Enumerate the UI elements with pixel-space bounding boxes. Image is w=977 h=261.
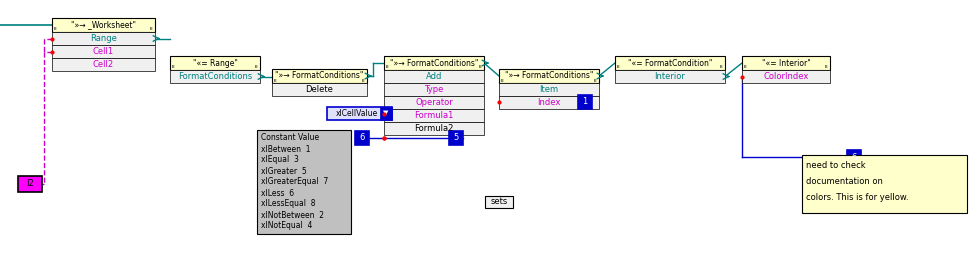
Text: xlBetween  1: xlBetween 1 bbox=[261, 145, 311, 153]
Text: "»→ FormatConditions": "»→ FormatConditions" bbox=[505, 72, 593, 80]
Bar bbox=[170, 56, 260, 70]
Bar bbox=[742, 56, 830, 70]
Bar bbox=[384, 83, 484, 96]
Bar bbox=[847, 150, 861, 164]
Text: sets: sets bbox=[490, 198, 508, 206]
Text: Delete: Delete bbox=[306, 85, 333, 94]
Bar bbox=[615, 56, 725, 70]
Text: ColorIndex: ColorIndex bbox=[763, 72, 809, 81]
Bar bbox=[384, 109, 484, 122]
Text: 5: 5 bbox=[453, 133, 458, 143]
Text: xlNotEqual  4: xlNotEqual 4 bbox=[261, 222, 313, 230]
Bar bbox=[52, 58, 155, 71]
Text: ᴇ: ᴇ bbox=[54, 27, 57, 32]
Bar bbox=[499, 69, 599, 83]
Text: I2: I2 bbox=[26, 180, 34, 188]
Text: 1: 1 bbox=[582, 98, 587, 106]
Bar bbox=[449, 131, 463, 145]
Text: "»→ FormatConditions": "»→ FormatConditions" bbox=[390, 58, 478, 68]
Text: xlNotBetween  2: xlNotBetween 2 bbox=[261, 211, 324, 220]
Text: xlLess  6: xlLess 6 bbox=[261, 188, 294, 198]
Text: xlEqual  3: xlEqual 3 bbox=[261, 156, 299, 164]
Text: need to check: need to check bbox=[806, 161, 866, 169]
Text: ᴇ: ᴇ bbox=[274, 78, 276, 82]
Text: ᴇ: ᴇ bbox=[825, 64, 828, 69]
Text: "»→ _Worksheet": "»→ _Worksheet" bbox=[71, 21, 136, 29]
Bar bbox=[384, 70, 484, 83]
Bar bbox=[52, 32, 155, 45]
Text: Interior: Interior bbox=[655, 72, 686, 81]
Text: xlGreaterEqual  7: xlGreaterEqual 7 bbox=[261, 177, 328, 187]
Text: ᴇ: ᴇ bbox=[479, 64, 482, 69]
Text: Add: Add bbox=[426, 72, 443, 81]
Text: Formula1: Formula1 bbox=[414, 111, 453, 120]
Text: 6: 6 bbox=[360, 133, 364, 143]
Text: documentation on: documentation on bbox=[806, 176, 883, 186]
Text: Range: Range bbox=[90, 34, 117, 43]
Bar bbox=[272, 83, 367, 96]
Text: xlLessEqual  8: xlLessEqual 8 bbox=[261, 199, 316, 209]
Text: xlGreater  5: xlGreater 5 bbox=[261, 167, 307, 175]
Text: colors. This is for yellow.: colors. This is for yellow. bbox=[806, 193, 909, 201]
Bar bbox=[327, 107, 392, 120]
Text: Cell2: Cell2 bbox=[93, 60, 114, 69]
Text: ▼: ▼ bbox=[383, 110, 389, 116]
Bar bbox=[170, 70, 260, 83]
Text: ᴇ: ᴇ bbox=[594, 78, 596, 82]
Text: ᴇ: ᴇ bbox=[720, 64, 722, 69]
Text: ᴇ: ᴇ bbox=[743, 64, 746, 69]
Bar bbox=[52, 18, 155, 32]
Text: ᴇ: ᴇ bbox=[361, 78, 364, 82]
Text: Item: Item bbox=[539, 85, 559, 94]
Text: ᴇ: ᴇ bbox=[255, 64, 257, 69]
Text: FormatConditions: FormatConditions bbox=[178, 72, 252, 81]
Bar bbox=[499, 96, 599, 109]
Bar bbox=[742, 70, 830, 83]
Text: ᴇ: ᴇ bbox=[149, 27, 152, 32]
Text: Index: Index bbox=[537, 98, 561, 107]
Bar bbox=[355, 131, 369, 145]
Text: ᴇ: ᴇ bbox=[386, 64, 389, 69]
Text: Formula2: Formula2 bbox=[414, 124, 453, 133]
Bar bbox=[384, 96, 484, 109]
Bar bbox=[499, 83, 599, 96]
Bar bbox=[615, 70, 725, 83]
Bar bbox=[380, 107, 392, 120]
Text: "«= FormatCondition": "«= FormatCondition" bbox=[628, 58, 712, 68]
Text: Operator: Operator bbox=[415, 98, 453, 107]
Text: "«= Range": "«= Range" bbox=[192, 58, 237, 68]
Text: 6: 6 bbox=[851, 152, 857, 162]
Text: "«= Interior": "«= Interior" bbox=[762, 58, 810, 68]
Bar bbox=[802, 155, 967, 213]
Text: ᴇ: ᴇ bbox=[500, 78, 503, 82]
Text: ᴇ: ᴇ bbox=[616, 64, 619, 69]
Bar bbox=[257, 130, 351, 234]
Bar bbox=[485, 196, 513, 208]
Text: Constant Value: Constant Value bbox=[261, 133, 319, 143]
Text: "»→ FormatConditions": "»→ FormatConditions" bbox=[276, 72, 363, 80]
Text: ᴇ: ᴇ bbox=[172, 64, 174, 69]
Bar bbox=[18, 176, 42, 192]
Bar bbox=[384, 122, 484, 135]
Bar bbox=[384, 56, 484, 70]
Bar bbox=[52, 45, 155, 58]
Text: xlCellValue: xlCellValue bbox=[335, 109, 378, 118]
Bar bbox=[272, 69, 367, 83]
Text: Type: Type bbox=[424, 85, 444, 94]
Text: Cell1: Cell1 bbox=[93, 47, 114, 56]
Bar bbox=[578, 95, 592, 109]
